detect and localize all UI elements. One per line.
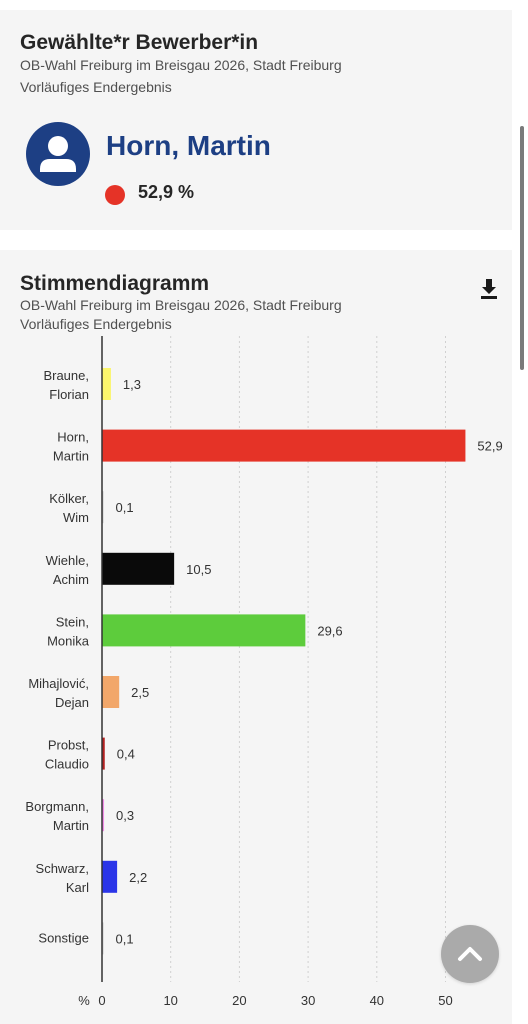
- vote-diagram-card: Stimmendiagramm OB-Wahl Freiburg im Brei…: [0, 250, 512, 1024]
- bar: [102, 799, 105, 832]
- category-label: Wiehle, Achim: [46, 553, 89, 587]
- scrollbar[interactable]: [520, 126, 524, 370]
- scroll-to-top-button[interactable]: [441, 925, 499, 983]
- data-label: 29,6: [317, 623, 342, 638]
- card-title-diagram: Stimmendiagramm: [20, 272, 210, 295]
- data-label: 10,5: [186, 562, 211, 577]
- result-status: Vorläufiges Endergebnis: [20, 79, 172, 95]
- x-axis-label: %: [78, 993, 90, 1008]
- data-label: 2,2: [129, 870, 147, 885]
- winner-name: Horn, Martin: [106, 130, 271, 161]
- bar: [102, 614, 306, 647]
- data-label: 0,1: [116, 931, 134, 946]
- bar: [102, 429, 466, 462]
- category-label: Schwarz, Karl: [36, 861, 90, 895]
- download-icon: [481, 279, 497, 299]
- winner-percent: 52,9 %: [138, 182, 195, 202]
- party-color-dot: [105, 185, 125, 205]
- category-label: Horn, Martin: [53, 430, 89, 464]
- category-label: Sonstige: [38, 930, 89, 945]
- elected-candidate-card: Gewählte*r Bewerber*in OB-Wahl Freiburg …: [0, 10, 512, 230]
- data-label: 1,3: [123, 377, 141, 392]
- category-label: Kölker, Wim: [49, 491, 89, 525]
- avatar: [26, 122, 90, 186]
- election-subtitle: OB-Wahl Freiburg im Breisgau 2026, Stadt…: [20, 57, 342, 73]
- bar: [102, 860, 118, 893]
- bar: [102, 552, 175, 585]
- chevron-up-icon: [458, 947, 482, 961]
- tick-label: 20: [232, 993, 246, 1008]
- bar: [102, 737, 105, 770]
- category-label: Stein, Monika: [47, 614, 90, 648]
- tick-label: 30: [301, 993, 315, 1008]
- tick-label: 40: [370, 993, 384, 1008]
- category-label: Braune, Florian: [43, 368, 89, 402]
- bar: [102, 368, 111, 400]
- category-label: Probst, Claudio: [45, 738, 89, 772]
- category-label: Mihajlović, Dejan: [28, 676, 89, 710]
- data-label: 2,5: [131, 685, 149, 700]
- tick-label: 10: [163, 993, 177, 1008]
- card-title-elected: Gewählte*r Bewerber*in: [20, 31, 259, 54]
- tick-label: 0: [98, 993, 105, 1008]
- category-label: Borgmann, Martin: [25, 799, 89, 833]
- data-label: 0,1: [116, 500, 134, 515]
- result-status: Vorläufiges Endergebnis: [20, 316, 172, 332]
- data-label: 0,4: [117, 747, 135, 762]
- data-label: 0,3: [116, 808, 134, 823]
- bar: [102, 676, 120, 708]
- download-button[interactable]: [476, 276, 502, 302]
- tick-label: 50: [438, 993, 452, 1008]
- person-icon: [40, 136, 76, 172]
- data-label: 52,9: [477, 439, 502, 454]
- election-subtitle: OB-Wahl Freiburg im Breisgau 2026, Stadt…: [20, 297, 342, 313]
